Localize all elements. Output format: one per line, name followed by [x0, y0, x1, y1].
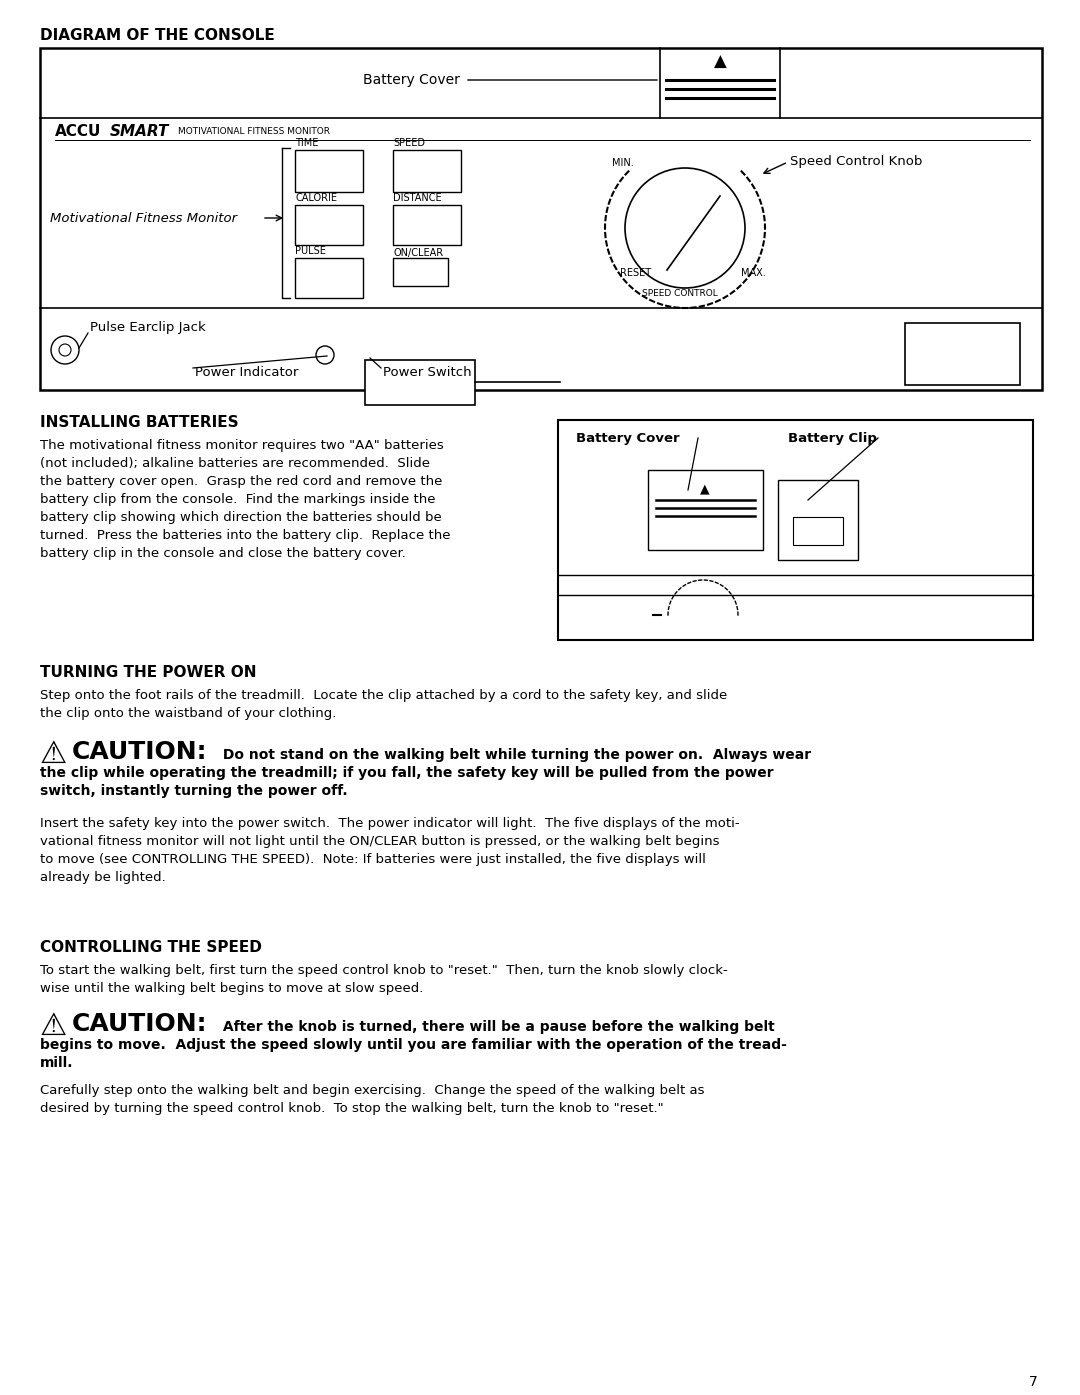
- Text: TURNING THE POWER ON: TURNING THE POWER ON: [40, 665, 257, 679]
- Text: CAUTION:: CAUTION:: [72, 739, 207, 764]
- Text: SPEED: SPEED: [393, 138, 426, 148]
- Text: Power Switch: Power Switch: [383, 365, 472, 378]
- Circle shape: [51, 336, 79, 364]
- Text: the clip while operating the treadmill; if you fall, the safety key will be pull: the clip while operating the treadmill; …: [40, 766, 773, 780]
- Bar: [393, 151, 461, 193]
- Text: Battery Clip: Battery Clip: [788, 432, 877, 445]
- Bar: [393, 258, 448, 286]
- Circle shape: [316, 346, 334, 364]
- Bar: [295, 151, 363, 193]
- Text: ⚠: ⚠: [40, 739, 67, 769]
- Text: SPEED CONTROL: SPEED CONTROL: [643, 289, 718, 299]
- Text: to move (see CONTROLLING THE SPEED).  Note: If batteries were just installed, th: to move (see CONTROLLING THE SPEED). Not…: [40, 852, 706, 866]
- Bar: [905, 324, 1020, 385]
- Text: Battery Cover: Battery Cover: [363, 73, 460, 86]
- Bar: [40, 47, 1042, 391]
- Text: DISTANCE: DISTANCE: [393, 193, 442, 204]
- Text: battery clip showing which direction the batteries should be: battery clip showing which direction the…: [40, 511, 442, 525]
- Bar: [778, 480, 858, 559]
- Text: ⚠: ⚠: [40, 1011, 67, 1041]
- Text: Insert the safety key into the power switch.  The power indicator will light.  T: Insert the safety key into the power swi…: [40, 817, 740, 830]
- Text: begins to move.  Adjust the speed slowly until you are familiar with the operati: begins to move. Adjust the speed slowly …: [40, 1038, 787, 1052]
- Text: SMART: SMART: [110, 124, 170, 140]
- Text: Power Indicator: Power Indicator: [195, 365, 298, 378]
- Text: wise until the walking belt begins to move at slow speed.: wise until the walking belt begins to mo…: [40, 982, 423, 995]
- Text: (not included); alkaline batteries are recommended.  Slide: (not included); alkaline batteries are r…: [40, 458, 430, 470]
- Circle shape: [59, 345, 71, 356]
- Bar: [295, 258, 363, 299]
- Text: MOTIVATIONAL FITNESS MONITOR: MOTIVATIONAL FITNESS MONITOR: [178, 127, 330, 135]
- Text: Do not stand on the walking belt while turning the power on.  Always wear: Do not stand on the walking belt while t…: [218, 748, 811, 762]
- Bar: [295, 205, 363, 246]
- Text: ▲: ▲: [714, 53, 727, 71]
- Text: Motivational Fitness Monitor: Motivational Fitness Monitor: [50, 212, 238, 225]
- Bar: [793, 518, 843, 545]
- Bar: [558, 420, 1032, 640]
- Text: RESET: RESET: [620, 268, 651, 278]
- Text: ▲: ▲: [700, 483, 710, 495]
- Text: the clip onto the waistband of your clothing.: the clip onto the waistband of your clot…: [40, 707, 336, 720]
- Text: MAX.: MAX.: [741, 268, 766, 278]
- Text: Pulse Earclip Jack: Pulse Earclip Jack: [90, 321, 206, 335]
- Text: vational fitness monitor will not light until the ON/CLEAR button is pressed, or: vational fitness monitor will not light …: [40, 836, 719, 848]
- Text: INSTALLING BATTERIES: INSTALLING BATTERIES: [40, 414, 239, 430]
- Text: battery clip in the console and close the battery cover.: battery clip in the console and close th…: [40, 547, 406, 559]
- Text: ON/CLEAR: ON/CLEAR: [393, 248, 443, 258]
- Text: turned.  Press the batteries into the battery clip.  Replace the: turned. Press the batteries into the bat…: [40, 529, 450, 543]
- Text: switch, instantly turning the power off.: switch, instantly turning the power off.: [40, 784, 348, 798]
- Text: CALORIE: CALORIE: [295, 193, 337, 204]
- Text: Carefully step onto the walking belt and begin exercising.  Change the speed of : Carefully step onto the walking belt and…: [40, 1084, 704, 1096]
- Circle shape: [625, 167, 745, 287]
- Text: Speed Control Knob: Speed Control Knob: [789, 155, 922, 169]
- Text: Battery Cover: Battery Cover: [576, 432, 679, 445]
- Bar: [648, 470, 762, 550]
- Text: mill.: mill.: [40, 1056, 73, 1070]
- Text: the battery cover open.  Grasp the red cord and remove the: the battery cover open. Grasp the red co…: [40, 476, 443, 488]
- Text: DIAGRAM OF THE CONSOLE: DIAGRAM OF THE CONSOLE: [40, 28, 274, 43]
- Text: To start the walking belt, first turn the speed control knob to "reset."  Then, : To start the walking belt, first turn th…: [40, 964, 728, 976]
- Bar: [365, 360, 475, 405]
- Bar: [393, 205, 461, 246]
- Text: ACCU: ACCU: [55, 124, 102, 140]
- Text: desired by turning the speed control knob.  To stop the walking belt, turn the k: desired by turning the speed control kno…: [40, 1102, 663, 1115]
- Text: 7: 7: [1029, 1375, 1038, 1389]
- Text: MIN.: MIN.: [612, 158, 634, 167]
- Text: CAUTION:: CAUTION:: [72, 1011, 207, 1036]
- Text: already be lighted.: already be lighted.: [40, 870, 165, 884]
- Text: TIME: TIME: [295, 138, 319, 148]
- Text: PULSE: PULSE: [295, 246, 326, 257]
- Text: The motivational fitness monitor requires two "AA" batteries: The motivational fitness monitor require…: [40, 439, 444, 452]
- Text: CONTROLLING THE SPEED: CONTROLLING THE SPEED: [40, 940, 261, 956]
- Text: Step onto the foot rails of the treadmill.  Locate the clip attached by a cord t: Step onto the foot rails of the treadmil…: [40, 689, 727, 702]
- Text: battery clip from the console.  Find the markings inside the: battery clip from the console. Find the …: [40, 492, 435, 506]
- Text: After the knob is turned, there will be a pause before the walking belt: After the knob is turned, there will be …: [218, 1020, 774, 1034]
